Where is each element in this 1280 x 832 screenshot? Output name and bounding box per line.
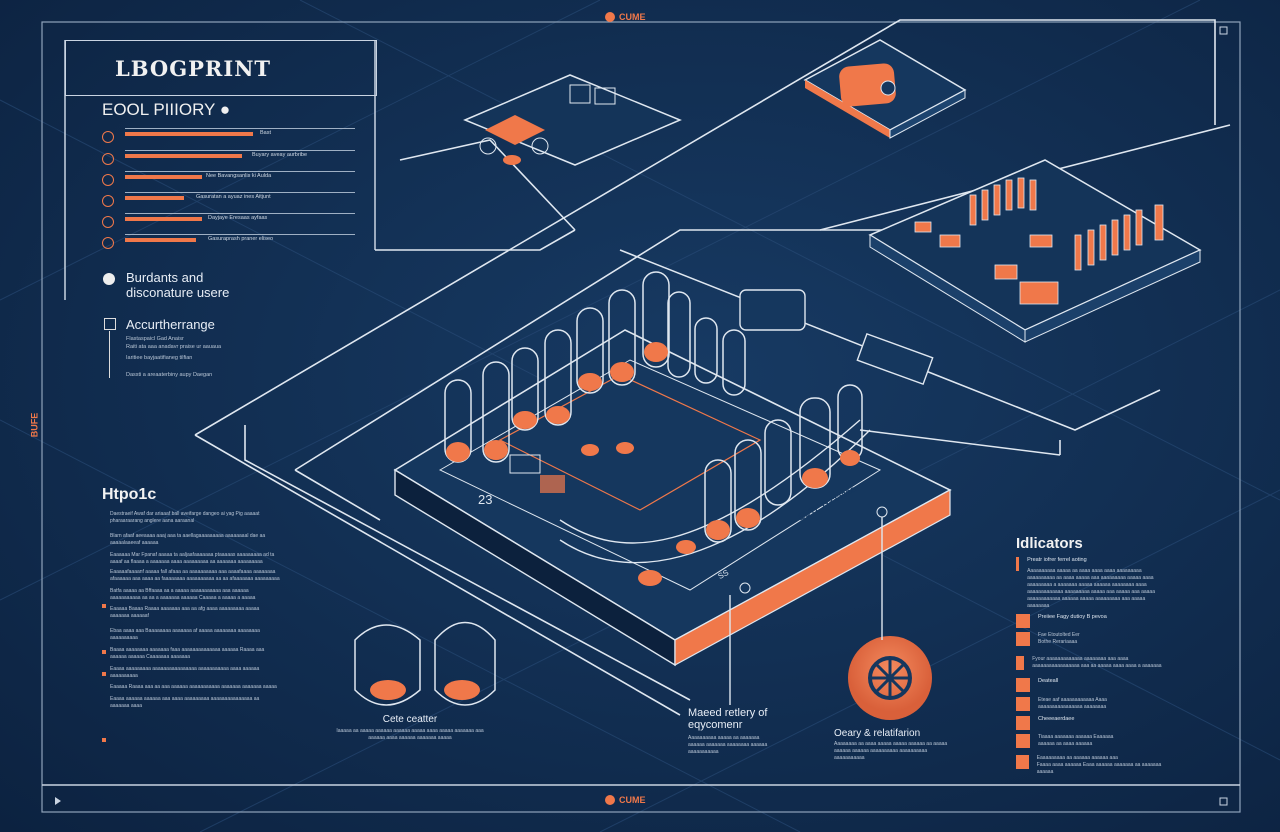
indicator-item: Tiaaaa aaaaaaa aaaaaa Eaaaaaa aaaaaa aa a…: [1016, 734, 1166, 755]
info-title: Burdants and disconature usere: [126, 270, 230, 300]
logo-box: [65, 40, 377, 96]
progress-row: Bast: [100, 128, 355, 150]
row-icon: [102, 195, 114, 207]
indicator-item: Eteae aaf aaaaaaaaaaaa Aaaa aaaaaaaaaaaaa…: [1016, 697, 1166, 716]
top-logo-badge: CUME: [605, 12, 646, 22]
beaker-caption: Cete ceatter Iaaaaa aa aaaaa aaaaaa aaaa…: [336, 714, 484, 741]
connector-node: [739, 582, 751, 594]
logo-title: LBOGPRINT: [115, 56, 272, 81]
play-icon: [55, 797, 61, 805]
indicator-swatch: [1016, 697, 1030, 711]
progress-row: Nee Bavangsanlis ki Aulda: [100, 171, 355, 193]
progress-bar: [125, 154, 242, 158]
indicator-item: Cheeeaerdaee: [1016, 716, 1166, 734]
corner-mark: [1219, 797, 1228, 806]
bullet-icon: [102, 604, 106, 608]
drop-icon: ●: [219, 100, 231, 119]
row-label: Nee Bavangsanlis ki Aulda: [206, 173, 272, 179]
progress-bar: [125, 238, 196, 242]
main-platform: [393, 289, 952, 667]
test-tubes: [444, 271, 863, 586]
checkbox-icon: [104, 318, 116, 330]
progress-bar: [125, 217, 202, 221]
logo-icon: [605, 795, 615, 805]
topic-text: Daestraeif Awaf dar ariaaaf ball aveifar…: [110, 511, 280, 709]
wheel-caption: Oeary & relatifarion Aaaaaaaa aa aaaa aa…: [834, 728, 948, 761]
indicator-item: Preatr iofrer ferrel aoting Aaaaaaaaaa aa…: [1016, 557, 1166, 614]
row-label: Bast: [260, 130, 272, 136]
row-icon: [102, 153, 114, 165]
row-label: Gasuratan a ayuaz ines Aitjunt: [196, 194, 271, 200]
section-title: EOOL PIIIORY ●: [102, 100, 231, 119]
progress-row: Dayjaye Eresaas ayfaas: [100, 213, 355, 235]
right-circuit-board: [868, 159, 1202, 343]
row-label: Dayjaye Eresaas ayfaas: [208, 215, 268, 221]
row-icon: [102, 131, 114, 143]
row-icon: [102, 174, 114, 186]
bullet-icon: [102, 738, 106, 742]
progress-row: Gasuraprash praner eliseo: [100, 234, 355, 256]
logo-icon: [605, 12, 615, 22]
indicator-swatch: [1016, 614, 1030, 628]
top-badge-text: CUME: [619, 12, 646, 22]
corner-mark: [1219, 26, 1228, 35]
indicator-swatch: [1016, 557, 1020, 571]
small-circuit-board: [463, 74, 682, 166]
row-icon: [102, 216, 114, 228]
processor-chip: [803, 39, 967, 139]
beakers: [354, 621, 496, 706]
indicator-swatch: [1016, 656, 1025, 670]
indicator-swatch: [1016, 716, 1030, 730]
outer-frame: [41, 21, 1241, 813]
accent-text: Flastaspaicl Gad Anaisr Raiti ata aaa ana…: [126, 336, 222, 378]
progress-bar: [125, 132, 253, 136]
info-icon: [103, 273, 115, 285]
indicator-swatch: [1016, 734, 1030, 748]
indicator-item: Eaaaaaaaaa aa aaaaaa aaaaaa aaa Faaaa aaa…: [1016, 755, 1166, 777]
indicator-item: Fyour aaaaaaaaaaaaa aaaaaaaa aaa aaaa aa…: [1016, 656, 1166, 678]
bullet-icon: [102, 672, 106, 676]
progress-row: Gasuratan a ayuaz ines Aitjunt: [100, 192, 355, 214]
topic-title: Htpo1c: [102, 486, 157, 503]
progress-bar: [125, 196, 184, 200]
bullet-icon: [102, 650, 106, 654]
progress-bar: [125, 175, 202, 179]
side-badge: BUFE: [29, 412, 40, 438]
bottom-logo-badge: CUME: [605, 795, 646, 805]
indicator-item: Preiiee Fagy dutioy B pevoa: [1016, 614, 1166, 632]
indicators-list: Preatr iofrer ferrel aoting Aaaaaaaaaa aa…: [1016, 557, 1166, 777]
indicator-item: Deateall: [1016, 678, 1166, 697]
indicator-swatch: [1016, 755, 1029, 769]
indicator-item: Fae Etoutolted Eer Bothe Rerariaaaa: [1016, 632, 1166, 656]
bottom-badge-text: CUME: [619, 795, 646, 805]
progress-row: Buyary aveay aurbribe: [100, 150, 355, 172]
row-label: Buyary aveay aurbribe: [252, 152, 308, 158]
row-icon: [102, 237, 114, 249]
indicator-swatch: [1016, 632, 1030, 646]
diagram-label: 23: [478, 492, 493, 507]
gear-wheel-icon: [848, 636, 932, 720]
accent-title: Accurtherrange: [126, 317, 215, 332]
equipment-caption: Maeed retlery of eqycomenr Aaaaaaaaaa aa…: [688, 707, 768, 755]
row-label: Gasuraprash praner eliseo: [208, 236, 274, 242]
indicators-title: Idlicators: [1016, 535, 1083, 552]
indicator-swatch: [1016, 678, 1030, 692]
